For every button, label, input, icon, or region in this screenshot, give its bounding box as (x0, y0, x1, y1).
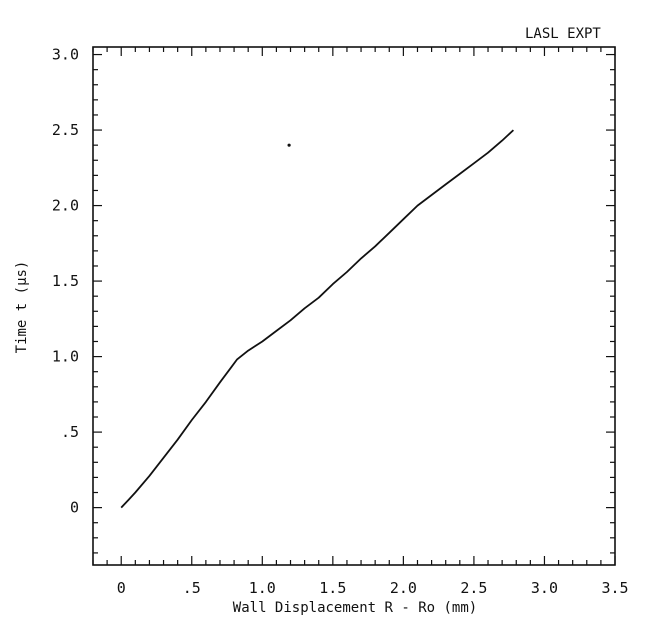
x-tick-label: 3.5 (601, 579, 628, 597)
x-tick-label: 3.0 (531, 579, 558, 597)
y-tick-label: .5 (61, 423, 79, 441)
series-group (120, 129, 515, 509)
series-line (120, 129, 515, 509)
y-axis-title: Time t (μs) (14, 261, 30, 354)
y-tick-label: 1.5 (52, 272, 79, 290)
x-tick-label: .5 (183, 579, 201, 597)
x-tick-label: 2.5 (460, 579, 487, 597)
x-tick-label: 2.0 (390, 579, 417, 597)
x-tick-label: 0 (117, 579, 126, 597)
plot-frame (92, 46, 616, 566)
x-axis-title: Wall Displacement R - Ro (mm) (233, 600, 477, 616)
y-tick-label: 3.0 (52, 46, 79, 64)
chart-annotation: LASL EXPT (525, 26, 601, 42)
data-point (287, 143, 291, 147)
plot-area (92, 46, 616, 566)
x-tick-labels: 0 .5 1.0 1.5 2.0 2.5 3.0 3.5 (117, 579, 629, 597)
x-tick-label: 1.0 (249, 579, 276, 597)
x-tick-label: 1.5 (319, 579, 346, 597)
y-tick-label: 0 (70, 499, 79, 517)
y-tick-label: 2.0 (52, 197, 79, 215)
axis-ticks (92, 47, 616, 565)
y-tick-labels: 0 .5 1.0 1.5 2.0 2.5 3.0 (52, 46, 79, 517)
y-tick-label: 2.5 (52, 121, 79, 139)
y-tick-label: 1.0 (52, 348, 79, 366)
